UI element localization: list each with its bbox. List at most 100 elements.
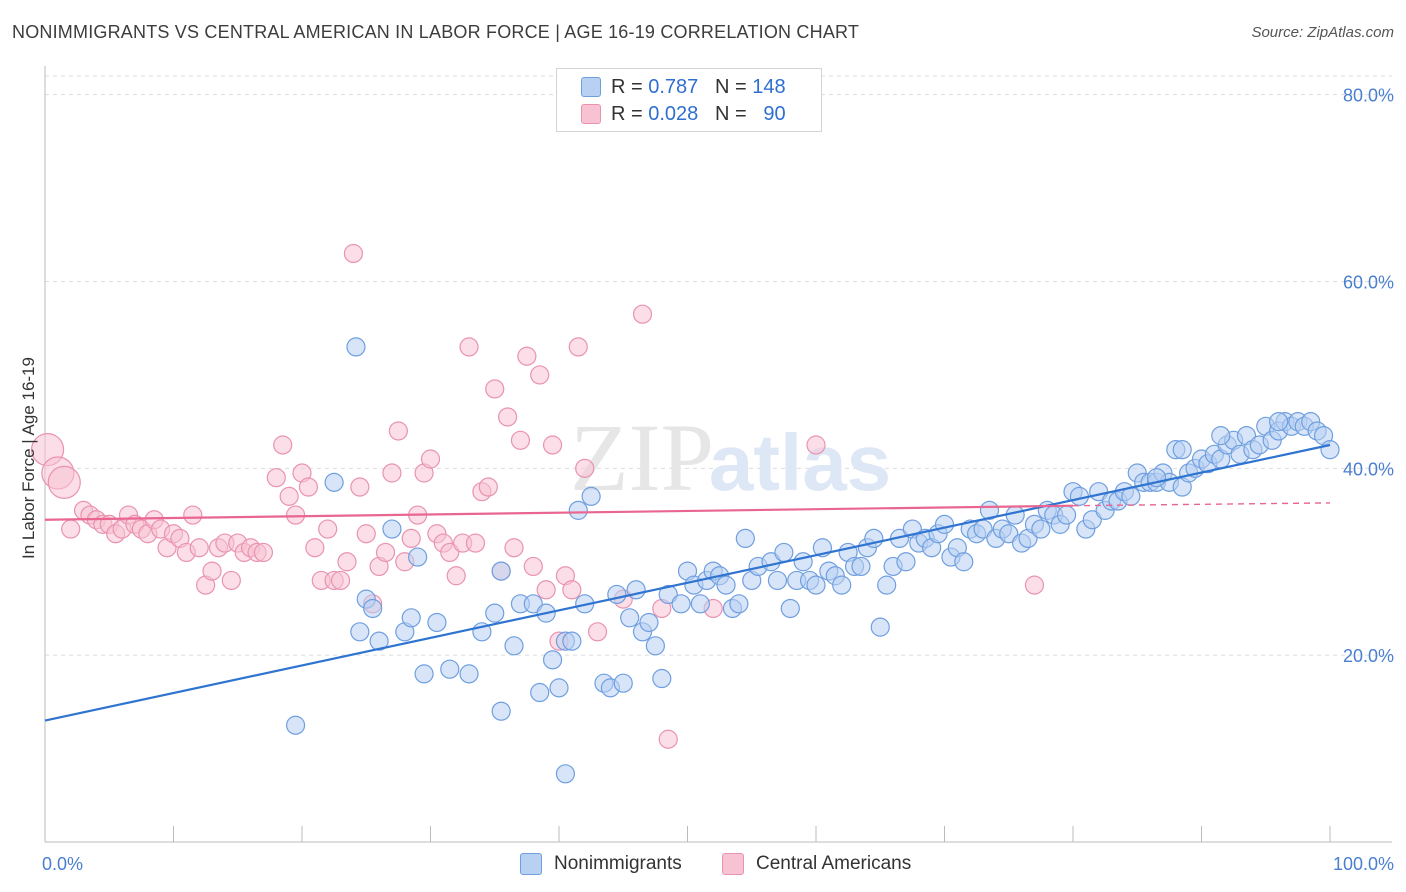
data-point bbox=[851, 556, 871, 577]
data-point bbox=[1056, 505, 1077, 525]
data-point bbox=[568, 337, 588, 357]
data-point bbox=[305, 538, 325, 558]
data-point bbox=[1268, 412, 1289, 432]
data-point bbox=[613, 673, 633, 693]
legend-row-central-americans: R = 0.028 N = 90 bbox=[581, 101, 786, 127]
data-point bbox=[285, 715, 306, 735]
legend-swatch-blue bbox=[581, 77, 601, 97]
y-tick-labels: 20.0% 40.0% 60.0% 80.0% bbox=[1343, 86, 1394, 666]
data-point bbox=[555, 764, 576, 784]
data-point bbox=[1211, 426, 1231, 446]
data-point bbox=[652, 668, 672, 689]
data-point bbox=[285, 505, 306, 525]
data-point bbox=[485, 603, 505, 623]
data-point bbox=[780, 598, 800, 619]
data-point bbox=[446, 566, 466, 586]
data-point bbox=[440, 542, 460, 563]
y-tick-label: 60.0% bbox=[1343, 273, 1394, 293]
y-tick-label: 20.0% bbox=[1343, 646, 1394, 666]
nonimmigrants-trend-line bbox=[44, 443, 1331, 722]
data-point bbox=[61, 519, 81, 539]
data-point bbox=[401, 528, 421, 549]
data-point bbox=[388, 421, 408, 441]
data-point bbox=[896, 552, 916, 572]
data-point bbox=[330, 570, 351, 591]
data-point bbox=[1005, 505, 1025, 525]
data-point bbox=[498, 407, 518, 427]
data-point bbox=[346, 337, 366, 357]
data-point bbox=[337, 552, 357, 572]
data-point bbox=[542, 435, 563, 455]
data-point bbox=[658, 729, 678, 749]
legend-r-label: R = bbox=[611, 75, 643, 98]
data-point bbox=[934, 514, 955, 534]
data-point bbox=[279, 486, 299, 506]
bottom-legend-nonimmigrants: Nonimmigrants bbox=[520, 850, 682, 878]
data-point bbox=[530, 365, 550, 385]
data-point bbox=[620, 608, 640, 628]
data-point bbox=[832, 575, 852, 595]
data-point bbox=[202, 561, 222, 581]
y-tick-label: 80.0% bbox=[1343, 86, 1394, 106]
x-tick-label-right: 100.0% bbox=[1333, 854, 1394, 874]
data-point bbox=[47, 465, 81, 499]
chart-title: NONIMMIGRANTS VS CENTRAL AMERICAN IN LAB… bbox=[12, 22, 860, 42]
data-point bbox=[350, 622, 370, 642]
data-point bbox=[382, 463, 402, 483]
data-point bbox=[1031, 519, 1051, 539]
data-point bbox=[632, 304, 653, 324]
legend-n-label: N = bbox=[714, 75, 747, 98]
data-point bbox=[343, 243, 363, 264]
data-point bbox=[414, 664, 434, 684]
data-point bbox=[954, 552, 974, 572]
data-point bbox=[575, 458, 595, 478]
data-point bbox=[253, 542, 274, 563]
legend-n-value: 148 bbox=[752, 75, 786, 98]
data-point bbox=[510, 430, 531, 450]
data-point bbox=[562, 580, 582, 600]
bottom-legend-swatch-pink bbox=[722, 853, 744, 875]
data-point bbox=[382, 519, 402, 539]
data-point bbox=[690, 594, 710, 614]
y-tick-label: 40.0% bbox=[1343, 459, 1394, 479]
data-point bbox=[266, 468, 286, 488]
data-point bbox=[774, 542, 794, 563]
data-point bbox=[363, 598, 383, 619]
data-point bbox=[639, 612, 659, 633]
central-americans-points bbox=[30, 243, 1045, 749]
data-point bbox=[1024, 575, 1045, 595]
bottom-legend-swatch-blue bbox=[520, 853, 542, 875]
bottom-legend-label: Central Americans bbox=[756, 853, 912, 874]
data-point bbox=[716, 575, 736, 595]
data-point bbox=[459, 337, 479, 357]
data-point bbox=[356, 524, 376, 544]
data-point bbox=[607, 584, 627, 605]
data-point bbox=[806, 575, 826, 595]
data-point bbox=[729, 594, 749, 614]
data-point bbox=[221, 570, 241, 591]
central-americans-trend-extension bbox=[1072, 502, 1331, 507]
data-point bbox=[408, 547, 428, 567]
source-label: Source: ZipAtlas.com bbox=[1251, 24, 1394, 41]
legend-r-label: R = bbox=[611, 102, 643, 125]
data-point bbox=[318, 519, 338, 539]
legend-r-value: 0.028 bbox=[648, 102, 699, 125]
central-americans-trend-line bbox=[44, 504, 1074, 521]
x-tick-label-left: 0.0% bbox=[42, 854, 83, 874]
data-point bbox=[735, 528, 755, 549]
data-point bbox=[440, 659, 460, 679]
data-point bbox=[459, 664, 479, 684]
data-point bbox=[273, 435, 293, 455]
data-point bbox=[645, 636, 665, 656]
data-point bbox=[793, 552, 813, 572]
data-point bbox=[530, 682, 550, 703]
data-point bbox=[581, 486, 601, 506]
data-point bbox=[189, 538, 209, 558]
bottom-legend-central-americans: Central Americans bbox=[722, 850, 911, 878]
data-point bbox=[877, 575, 897, 595]
legend-r-value: 0.787 bbox=[648, 75, 699, 98]
data-point bbox=[523, 594, 543, 614]
data-point bbox=[549, 678, 569, 698]
data-point bbox=[369, 631, 389, 651]
